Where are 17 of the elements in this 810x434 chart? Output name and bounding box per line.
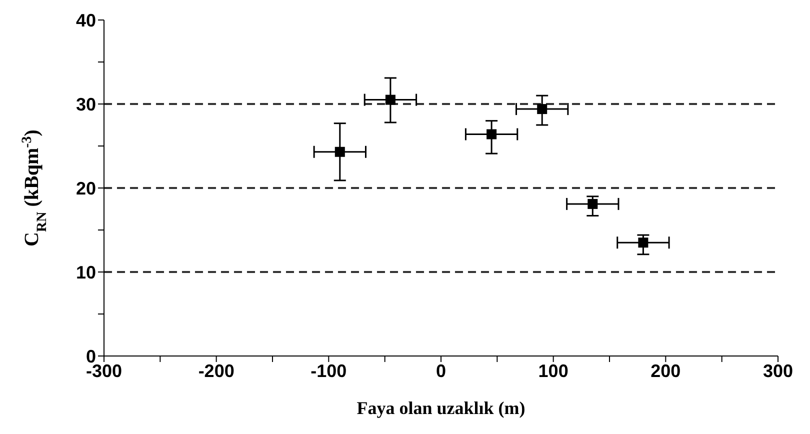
point xyxy=(486,129,497,140)
point xyxy=(588,198,598,209)
x-axis-title: Faya olan uzaklık (m) xyxy=(356,398,526,418)
point xyxy=(334,146,345,157)
x-tick-label: 0 xyxy=(436,360,446,381)
x-tick-label: 200 xyxy=(650,360,681,381)
x-tick-label: 300 xyxy=(762,360,794,381)
y-tick-label: 40 xyxy=(76,10,96,30)
y-tick-label: 20 xyxy=(76,178,96,198)
x-tick-label: 100 xyxy=(538,360,568,381)
y-tick-label: 10 xyxy=(76,262,96,282)
x-tick-label: -200 xyxy=(198,360,234,381)
y-tick-label: 30 xyxy=(76,94,96,114)
point xyxy=(537,104,548,114)
point xyxy=(638,238,648,248)
x-tick-label: -100 xyxy=(310,360,347,381)
point xyxy=(385,94,396,105)
